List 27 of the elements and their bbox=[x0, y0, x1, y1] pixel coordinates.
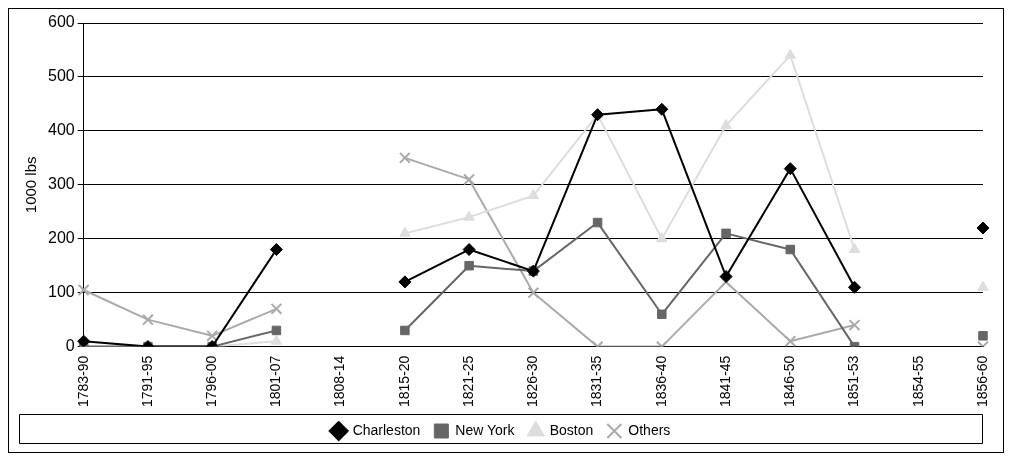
y-tick-label: 100 bbox=[47, 283, 75, 301]
x-tick-label: 1841-45 bbox=[716, 355, 733, 408]
y-tick-label: 600 bbox=[47, 13, 75, 31]
y-tick-label: 200 bbox=[47, 229, 75, 247]
x-tick-label: 1831-35 bbox=[588, 355, 605, 408]
x-tick-label: 1856-60 bbox=[973, 355, 990, 408]
x-tick-label: 1783-90 bbox=[74, 355, 91, 408]
x-tick-label: 1815-20 bbox=[395, 355, 412, 408]
x-tick-label: 1801-07 bbox=[267, 355, 284, 408]
legend-label: Boston bbox=[549, 421, 594, 438]
y-tick-label: 300 bbox=[47, 175, 75, 193]
x-tick-label: 1796-00 bbox=[203, 355, 220, 408]
x-tick-label: 1808-14 bbox=[331, 355, 348, 408]
y-tick-label: 0 bbox=[65, 337, 75, 355]
x-tick-label: 1854-55 bbox=[909, 355, 926, 408]
x-tick-label: 1846-50 bbox=[781, 355, 798, 408]
x-tick-label: 1821-25 bbox=[459, 355, 476, 408]
legend-label: Others bbox=[628, 421, 671, 438]
x-tick-label: 1826-30 bbox=[524, 355, 541, 408]
x-tick-label: 1851-53 bbox=[845, 355, 862, 408]
x-tick-label: 1791-95 bbox=[138, 355, 155, 408]
y-axis-title: 1000 lbs bbox=[22, 156, 40, 214]
y-tick-label: 400 bbox=[47, 121, 75, 139]
legend-label: New York bbox=[455, 421, 516, 438]
legend-label: Charleston bbox=[352, 421, 421, 438]
x-tick-label: 1836-40 bbox=[652, 355, 669, 408]
y-tick-label: 500 bbox=[47, 67, 75, 85]
